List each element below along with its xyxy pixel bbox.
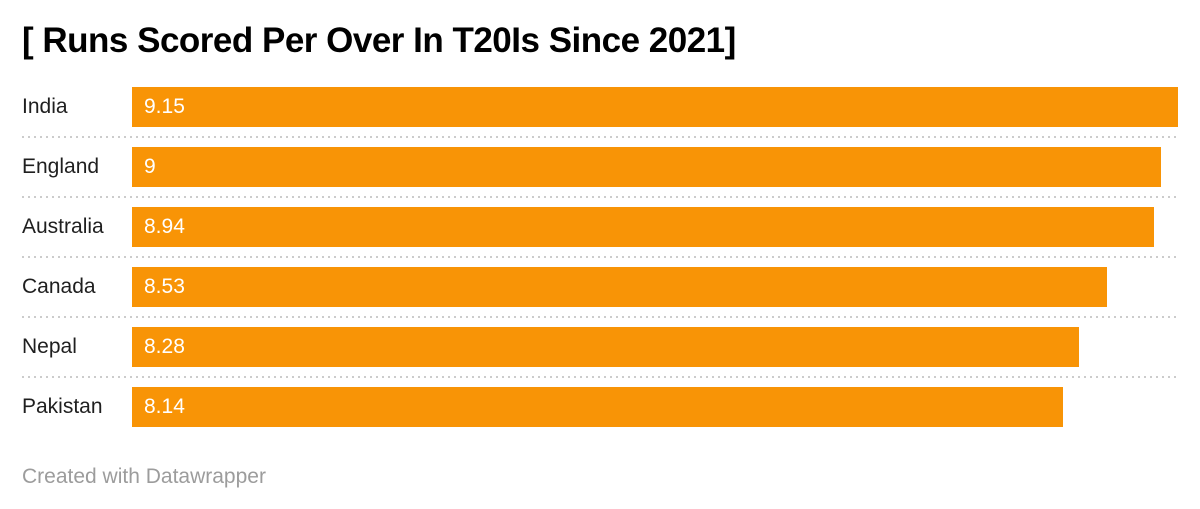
bar-track: 8.14 <box>132 387 1178 427</box>
separator-line <box>22 196 1178 198</box>
category-label: Pakistan <box>22 395 103 418</box>
bar-rows: India 9.15 England 9 Australia 8.94 <box>22 87 1178 427</box>
bar-row: India 9.15 <box>22 87 1178 127</box>
bar-row: England 9 <box>22 147 1178 187</box>
row-separator <box>22 187 1178 207</box>
bar-track: 8.53 <box>132 267 1178 307</box>
bar-track: 8.94 <box>132 207 1178 247</box>
separator-line <box>22 136 1178 138</box>
bar-row: Nepal 8.28 <box>22 327 1178 367</box>
bar-value-label: 8.53 <box>144 275 185 298</box>
category-label: Australia <box>22 215 104 238</box>
bar-row: Pakistan 8.14 <box>22 387 1178 427</box>
bar: 8.14 <box>132 387 1063 427</box>
chart-title: [ Runs Scored Per Over In T20Is Since 20… <box>22 21 736 60</box>
bar-row: Canada 8.53 <box>22 267 1178 307</box>
category-label: India <box>22 95 68 118</box>
row-separator <box>22 247 1178 267</box>
category-label: England <box>22 155 100 178</box>
bar-value-label: 8.94 <box>144 215 185 238</box>
bar-value-label: 9 <box>144 155 156 178</box>
bar: 8.94 <box>132 207 1154 247</box>
bar-value-label: 8.28 <box>144 335 185 358</box>
bar: 9 <box>132 147 1161 187</box>
bar-track: 9 <box>132 147 1178 187</box>
datawrapper-attribution: Created with Datawrapper <box>22 465 266 488</box>
bar-track: 9.15 <box>132 87 1178 127</box>
separator-line <box>22 316 1178 318</box>
row-separator <box>22 367 1178 387</box>
bar: 9.15 <box>132 87 1178 127</box>
bar-value-label: 8.14 <box>144 395 185 418</box>
row-separator <box>22 127 1178 147</box>
bar-track: 8.28 <box>132 327 1178 367</box>
separator-line <box>22 256 1178 258</box>
bar-row: Australia 8.94 <box>22 207 1178 247</box>
category-label: Nepal <box>22 335 77 358</box>
separator-line <box>22 376 1178 378</box>
bar: 8.28 <box>132 327 1079 367</box>
bar-value-label: 9.15 <box>144 95 185 118</box>
row-separator <box>22 307 1178 327</box>
bar: 8.53 <box>132 267 1108 307</box>
category-label: Canada <box>22 275 96 298</box>
